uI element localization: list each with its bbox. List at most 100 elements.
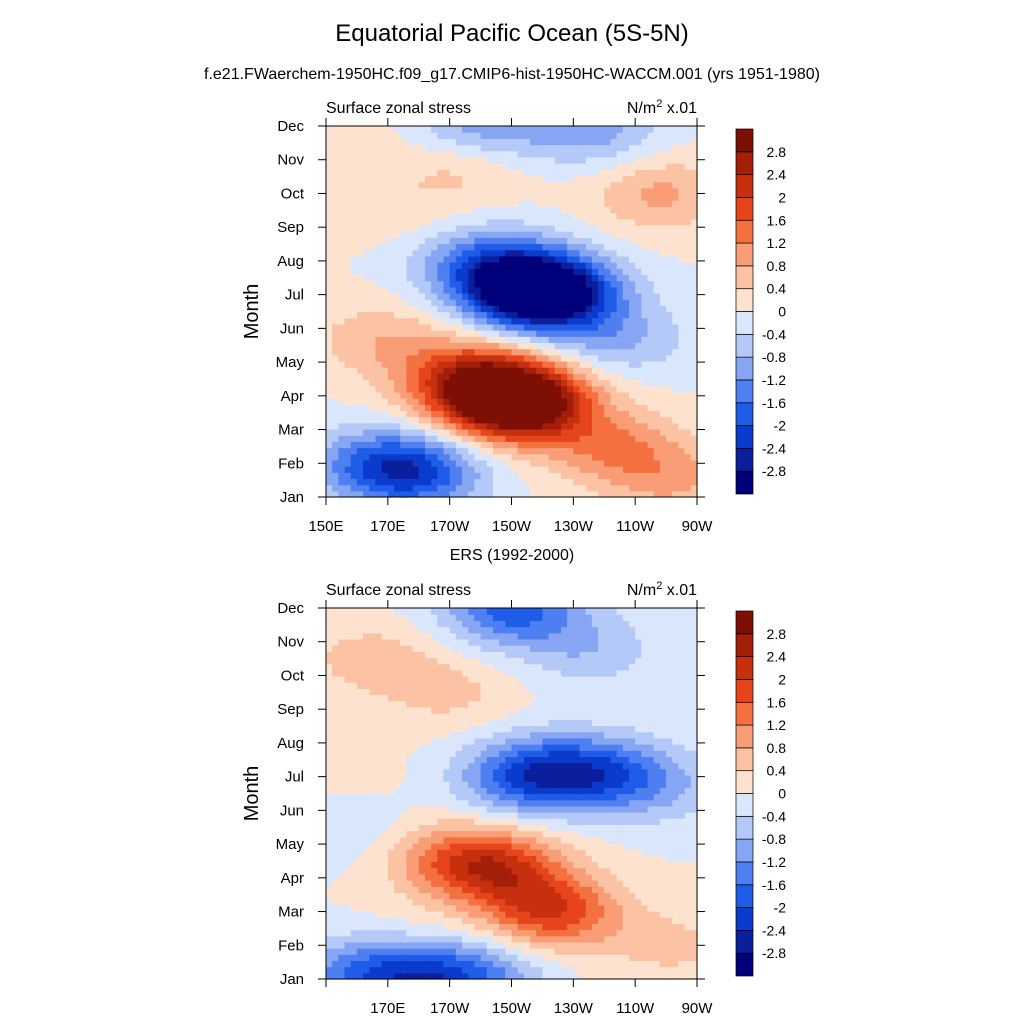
heatmap-cell — [604, 305, 612, 313]
heatmap-cell — [591, 169, 599, 177]
heatmap-cell — [474, 280, 482, 288]
heatmap-cell — [431, 472, 438, 480]
heatmap-cell — [462, 206, 469, 214]
heatmap-cell — [653, 490, 661, 498]
heatmap-cell — [492, 280, 500, 288]
heatmap-cell — [424, 126, 432, 133]
heatmap-cell — [344, 218, 352, 226]
heatmap-cell — [424, 713, 432, 720]
heatmap-cell — [356, 169, 364, 177]
heatmap-cell — [381, 676, 389, 683]
heatmap-cell — [369, 842, 377, 850]
heatmap-cell — [381, 391, 389, 399]
heatmap-cell — [455, 428, 463, 436]
heatmap-cell — [567, 274, 574, 282]
heatmap-cell — [659, 181, 667, 189]
heatmap-cell — [678, 280, 686, 288]
heatmap-cell — [486, 367, 494, 374]
heatmap-cell — [523, 391, 531, 399]
heatmap-cell — [560, 317, 568, 325]
heatmap-cell — [462, 428, 469, 436]
y-tick-label: Oct — [281, 185, 305, 202]
heatmap-cell — [591, 428, 599, 436]
heatmap-cell — [474, 237, 482, 245]
heatmap-cell — [455, 144, 463, 152]
heatmap-cell — [610, 224, 618, 232]
heatmap-cell — [536, 231, 544, 238]
heatmap-cell — [369, 243, 377, 251]
heatmap-cell — [350, 187, 358, 195]
heatmap-cell — [356, 323, 364, 331]
heatmap-cell — [462, 398, 469, 405]
heatmap-cell — [363, 274, 370, 282]
heatmap-cell — [666, 404, 673, 412]
heatmap-cell — [647, 175, 655, 183]
heatmap-cell — [356, 886, 364, 894]
heatmap-cell — [338, 744, 346, 751]
heatmap-cell — [424, 478, 432, 486]
heatmap-cell — [369, 286, 377, 294]
heatmap-cell — [449, 330, 457, 337]
heatmap-cell — [412, 330, 420, 337]
heatmap-cell — [363, 873, 370, 881]
heatmap-cell — [400, 323, 407, 331]
heatmap-cell — [332, 305, 339, 313]
heatmap-cell — [424, 206, 432, 214]
heatmap-cell — [468, 311, 475, 319]
colorbar-label: -1.2 — [762, 372, 786, 388]
heatmap-cell — [332, 447, 339, 455]
heatmap-cell — [523, 224, 531, 232]
heatmap-cell — [659, 459, 667, 467]
heatmap-cell — [332, 849, 339, 856]
heatmap-cell — [604, 354, 612, 362]
heatmap-cell — [326, 317, 333, 325]
heatmap-cell — [418, 842, 426, 850]
heatmap-cell — [400, 441, 407, 449]
heatmap-cell — [443, 929, 451, 937]
heatmap-cell — [400, 737, 407, 745]
heatmap-cell — [394, 688, 401, 696]
heatmap-cell — [443, 694, 451, 702]
heatmap-cell — [585, 367, 593, 374]
heatmap-cell — [431, 274, 438, 282]
heatmap-cell — [394, 249, 401, 257]
heatmap-cell — [653, 317, 661, 325]
heatmap-cell — [610, 367, 618, 374]
heatmap-cell — [369, 231, 377, 238]
heatmap-cell — [344, 614, 352, 621]
heatmap-cell — [356, 941, 364, 949]
heatmap-cell — [523, 175, 531, 183]
heatmap-cell — [356, 688, 364, 696]
heatmap-cell — [387, 904, 395, 912]
heatmap-cell — [536, 126, 544, 133]
heatmap-cell — [604, 447, 612, 455]
heatmap-cell — [548, 305, 556, 313]
heatmap-cell — [412, 367, 420, 374]
heatmap-cell — [628, 398, 636, 405]
heatmap-cell — [356, 910, 364, 918]
heatmap-cell — [431, 224, 438, 232]
heatmap-cell — [387, 459, 395, 467]
heatmap-cell — [381, 311, 389, 319]
heatmap-cell — [400, 286, 407, 294]
colorbar-segment — [735, 242, 754, 267]
heatmap-cell — [641, 373, 649, 381]
heatmap-cell — [542, 249, 550, 257]
heatmap-cell — [369, 787, 377, 795]
heatmap-cell — [598, 416, 605, 424]
heatmap-cell — [690, 336, 698, 344]
heatmap-cell — [381, 781, 389, 788]
heatmap-cell — [474, 472, 482, 480]
heatmap-cell — [406, 231, 414, 238]
heatmap-cell — [381, 490, 389, 498]
heatmap-cell — [344, 194, 352, 201]
heatmap-cell — [604, 336, 612, 344]
heatmap-cell — [659, 299, 667, 306]
heatmap-cell — [418, 910, 426, 918]
heatmap-cell — [462, 138, 469, 146]
heatmap-cell — [344, 867, 352, 875]
heatmap-cell — [356, 731, 364, 739]
heatmap-cell — [424, 781, 432, 788]
heatmap-cell — [424, 880, 432, 887]
heatmap-cell — [424, 243, 432, 251]
